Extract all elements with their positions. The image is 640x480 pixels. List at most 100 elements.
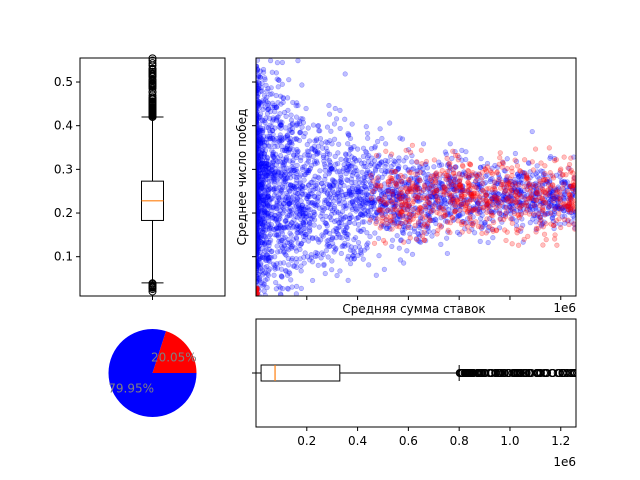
- scatter-point-red: [410, 206, 416, 213]
- scatter-point-blue: [401, 181, 407, 187]
- scatter-point-blue: [339, 192, 346, 198]
- scatter-point-blue: [538, 208, 544, 215]
- scatter-point-blue: [489, 176, 495, 182]
- scatter-point-blue: [454, 214, 460, 220]
- scatter-point-blue: [337, 234, 343, 240]
- scatter-point-blue: [358, 207, 364, 213]
- scatter-point-red: [427, 176, 433, 182]
- scatter-point-blue: [411, 226, 418, 232]
- scatter-point-blue: [263, 165, 269, 172]
- scatter-point-blue: [294, 122, 300, 128]
- scatter-point-blue: [259, 157, 265, 164]
- scatter-point-blue: [452, 194, 459, 201]
- scatter-point-blue: [327, 167, 333, 173]
- scatter-point-blue: [256, 179, 262, 185]
- scatter-point-blue: [342, 243, 348, 249]
- scatter-point-blue: [276, 138, 282, 144]
- scatter-point-blue: [327, 194, 333, 200]
- scatter-point-blue: [527, 206, 533, 212]
- scatter-point-blue: [256, 224, 260, 230]
- scatter-point-red: [513, 199, 520, 206]
- scatter-point-blue: [276, 211, 282, 217]
- scatter-point-blue: [265, 183, 271, 190]
- scatter-point-blue: [274, 200, 280, 206]
- scatter-point-blue: [287, 200, 293, 206]
- scatter-point-blue: [310, 277, 316, 284]
- scatter-point-blue: [415, 195, 421, 201]
- left-boxplot-outlier: [148, 82, 157, 91]
- scatter-point-blue: [325, 191, 331, 197]
- scatter-point-blue: [482, 219, 488, 225]
- scatter-point-red: [383, 148, 389, 154]
- scatter-point-blue: [396, 163, 402, 170]
- scatter-point-blue: [562, 189, 568, 195]
- scatter-point-blue: [276, 195, 282, 201]
- scatter-point-blue: [395, 212, 402, 218]
- scatter-point-blue: [384, 169, 390, 175]
- scatter-point-blue: [413, 181, 419, 187]
- scatter-point-blue: [517, 200, 523, 206]
- scatter-point-blue: [384, 225, 390, 231]
- scatter-point-blue: [291, 152, 297, 158]
- scatter-point-blue: [256, 173, 263, 179]
- scatter-point-blue: [344, 203, 350, 209]
- scatter-point-blue: [344, 224, 350, 230]
- scatter-point-blue: [281, 260, 287, 266]
- scatter-point-blue: [264, 276, 270, 282]
- scatter-point-blue: [269, 248, 275, 254]
- scatter-point-blue: [267, 196, 274, 203]
- scatter-point-blue: [571, 208, 576, 215]
- scatter-point-red: [455, 152, 461, 159]
- scatter-point-blue: [337, 107, 343, 113]
- scatter-point-blue: [261, 233, 267, 239]
- scatter-point-blue: [478, 184, 484, 190]
- left-boxplot-outlier: [148, 110, 157, 119]
- scatter-point-red: [423, 158, 429, 165]
- scatter-point-red: [553, 218, 559, 224]
- scatter-point-blue: [376, 253, 382, 259]
- scatter-point-blue: [314, 180, 320, 187]
- scatter-point-blue: [530, 216, 536, 222]
- scatter-point-blue: [302, 232, 309, 238]
- scatter-point-blue: [304, 195, 310, 201]
- scatter-point-red: [441, 183, 447, 189]
- scatter-point-blue: [259, 246, 265, 252]
- scatter-point-blue: [261, 153, 267, 159]
- scatter-point-blue: [355, 221, 362, 228]
- scatter-point-blue: [274, 202, 280, 208]
- scatter-point-red: [419, 161, 425, 167]
- scatter-point-blue: [331, 189, 337, 196]
- scatter-point-blue: [331, 166, 338, 172]
- scatter-point-red: [389, 151, 395, 157]
- left-boxplot-outlier: [148, 287, 157, 296]
- scatter-point-blue: [305, 238, 312, 244]
- scatter-point-red: [381, 237, 387, 244]
- scatter-point-blue: [342, 203, 348, 209]
- scatter-point-blue: [283, 156, 289, 162]
- scatter-point-blue: [323, 229, 329, 235]
- scatter-point-blue: [349, 200, 355, 206]
- scatter-point-red: [403, 147, 409, 153]
- scatter-point-red: [466, 228, 472, 234]
- scatter-point-blue: [489, 196, 495, 202]
- scatter-point-red: [410, 180, 416, 187]
- left-boxplot-outlier: [148, 71, 157, 80]
- scatter-point-blue: [282, 134, 288, 140]
- scatter-point-blue: [334, 217, 340, 223]
- scatter-point-blue: [278, 122, 285, 128]
- scatter-point-blue: [525, 203, 531, 209]
- scatter-point-blue: [294, 223, 301, 229]
- scatter-point-red: [450, 148, 456, 154]
- scatter-point-blue: [260, 69, 267, 75]
- scatter-point-red: [474, 173, 480, 179]
- scatter-point-blue: [478, 164, 484, 170]
- scatter-point-blue: [374, 179, 380, 185]
- scatter-point-blue: [267, 135, 274, 141]
- scatter-point-blue: [259, 229, 266, 235]
- scatter-point-red: [513, 226, 520, 232]
- scatter-point-blue: [283, 154, 290, 160]
- scatter-point-red: [377, 225, 383, 231]
- scatter-point-blue: [423, 204, 429, 210]
- scatter-point-blue: [415, 186, 421, 192]
- scatter-point-blue: [487, 204, 493, 210]
